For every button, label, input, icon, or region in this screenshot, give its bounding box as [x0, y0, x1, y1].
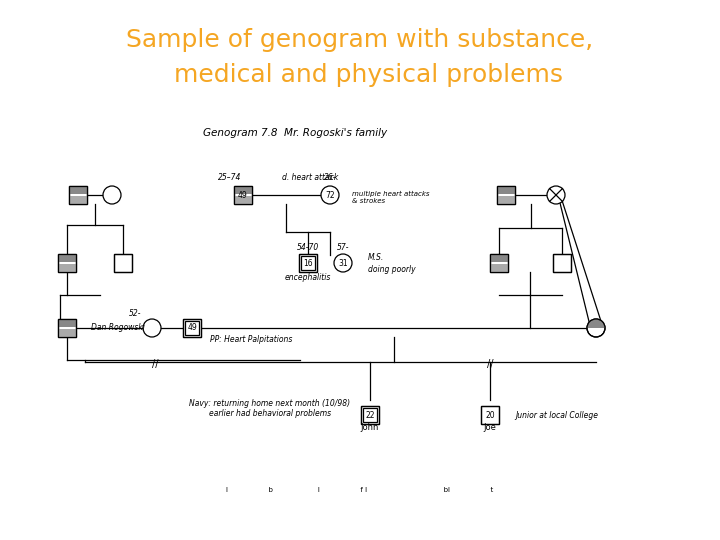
Bar	[363, 408, 377, 422]
Bar	[490, 254, 508, 272]
Bar	[234, 186, 252, 194]
Text: 52-: 52-	[129, 308, 141, 318]
Bar	[185, 321, 199, 335]
Text: Sample of genogram with substance,: Sample of genogram with substance,	[127, 28, 593, 52]
Circle shape	[103, 186, 121, 204]
Text: //: //	[152, 359, 158, 369]
Bar	[183, 319, 201, 337]
Bar	[183, 319, 201, 337]
Circle shape	[547, 186, 565, 204]
Bar	[58, 254, 76, 272]
Text: 49: 49	[238, 191, 248, 199]
Text: PP: Heart Palpitations: PP: Heart Palpitations	[210, 335, 292, 345]
Text: Genogram 7.8  Mr. Rogoski's family: Genogram 7.8 Mr. Rogoski's family	[203, 128, 387, 138]
Text: d. heart attack: d. heart attack	[282, 172, 338, 181]
Bar	[490, 254, 508, 272]
Bar	[58, 319, 76, 337]
Bar	[553, 254, 571, 272]
Bar	[114, 254, 132, 272]
Circle shape	[587, 319, 605, 337]
Bar	[481, 406, 499, 424]
Bar	[114, 254, 132, 272]
Bar	[58, 329, 76, 337]
Text: 72: 72	[325, 191, 335, 199]
Text: Junior at local College: Junior at local College	[515, 410, 598, 420]
Text: John: John	[361, 423, 379, 433]
Text: Joe: Joe	[484, 423, 496, 433]
Bar	[553, 254, 571, 272]
Text: 49: 49	[187, 323, 197, 333]
Text: //: //	[487, 359, 493, 369]
Text: 57-: 57-	[337, 244, 349, 253]
Bar	[490, 264, 508, 272]
Bar	[69, 196, 87, 204]
Wedge shape	[587, 319, 605, 328]
Text: 20: 20	[485, 410, 495, 420]
Text: Navy: returning home next month (10/98): Navy: returning home next month (10/98)	[189, 399, 351, 408]
Text: 16: 16	[303, 259, 312, 267]
Text: encephalitis: encephalitis	[285, 273, 331, 282]
Bar	[497, 186, 515, 204]
Text: 26-: 26-	[324, 172, 336, 181]
Text: medical and physical problems: medical and physical problems	[158, 63, 562, 87]
Text: multiple heart attacks
& strokes: multiple heart attacks & strokes	[352, 191, 430, 204]
Text: 31: 31	[338, 259, 348, 267]
Bar	[361, 406, 379, 424]
Bar	[58, 254, 76, 272]
Bar	[58, 319, 76, 337]
Bar	[497, 196, 515, 204]
Circle shape	[334, 254, 352, 272]
Text: doing poorly: doing poorly	[368, 266, 415, 274]
Bar	[69, 186, 87, 194]
Bar	[234, 196, 252, 204]
Bar	[234, 186, 252, 204]
Bar	[490, 254, 508, 262]
Bar	[58, 264, 76, 272]
Circle shape	[321, 186, 339, 204]
Bar	[497, 186, 515, 204]
Bar	[58, 254, 76, 262]
Text: 22: 22	[365, 410, 374, 420]
Bar	[299, 254, 317, 272]
Text: 54-70: 54-70	[297, 244, 319, 253]
Text: Dan Rogowski: Dan Rogowski	[91, 323, 145, 333]
Text: earlier had behavioral problems: earlier had behavioral problems	[209, 408, 331, 417]
Bar	[481, 406, 499, 424]
Text: M.S.: M.S.	[368, 253, 384, 262]
Bar	[58, 319, 76, 327]
Bar	[234, 186, 252, 204]
Bar	[301, 256, 315, 270]
Text: 25–74: 25–74	[218, 172, 242, 181]
Bar	[497, 186, 515, 194]
Bar	[299, 254, 317, 272]
Circle shape	[143, 319, 161, 337]
Bar	[69, 186, 87, 204]
Bar	[69, 186, 87, 204]
Bar	[361, 406, 379, 424]
Text: l                  b                    l                  f l                  : l b l f l	[226, 487, 494, 493]
